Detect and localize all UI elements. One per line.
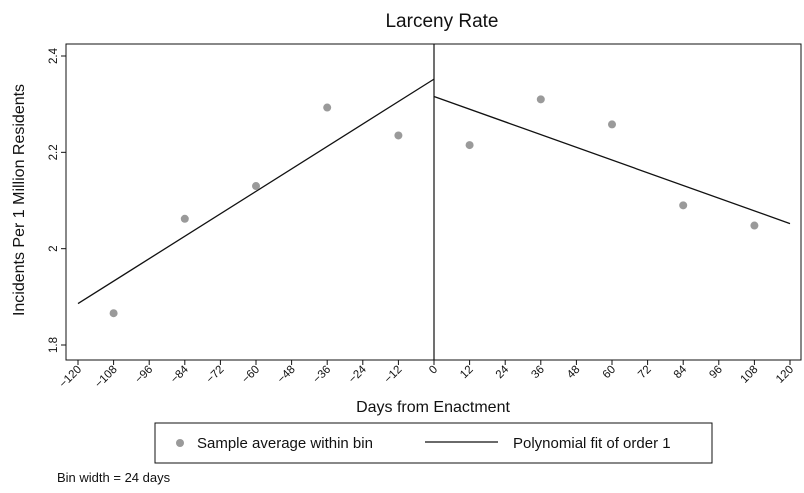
legend-marker-dot (176, 439, 184, 447)
data-point (252, 182, 260, 191)
x-tick-label: 12 (458, 364, 476, 382)
x-tick-label: 120 (774, 364, 796, 386)
scatter-points (109, 95, 759, 318)
x-tick-label: −120 (57, 364, 84, 391)
x-tick-label: −24 (347, 363, 370, 386)
data-point (536, 95, 545, 104)
fit-lines (77, 78, 791, 305)
x-tick-label: 0 (427, 364, 440, 377)
x-tick-label: −48 (275, 364, 297, 386)
legend-box (154, 422, 713, 464)
x-axis-label: Days from Enactment (356, 399, 510, 416)
y-axis-label: Incidents Per 1 Million Residents (11, 84, 28, 316)
y-tick-label: 2 (48, 245, 60, 251)
x-tick-label: 108 (738, 364, 760, 386)
data-point (679, 201, 688, 210)
legend-label-fit: Polynomial fit of order 1 (513, 435, 671, 452)
fit-line-pre (77, 78, 435, 305)
data-point (608, 120, 616, 129)
data-point (109, 309, 118, 318)
x-tick-label: −60 (240, 364, 262, 386)
x-tick-label: 72 (636, 364, 654, 382)
x-tick-label: −36 (311, 364, 333, 386)
x-tick-label: 60 (601, 364, 619, 382)
data-point (323, 103, 332, 112)
legend: Sample average within bin Polynomial fit… (154, 422, 713, 464)
x-tick-label: 84 (672, 363, 690, 381)
x-tick-label: 48 (565, 364, 583, 382)
x-tick-label: −84 (169, 363, 192, 386)
x-tick-label: −12 (382, 364, 404, 386)
y-tick-label: 2.2 (48, 144, 60, 160)
x-axis: −120 −108 −96 −84 −72 −60 −48 −36 −24 −12 0 12 24 36 4… (57, 360, 796, 390)
data-point (750, 221, 759, 230)
y-tick-label: 1.8 (48, 337, 60, 353)
bin-width-note: Bin width = 24 days (57, 470, 171, 485)
chart-title: Larceny Rate (385, 11, 498, 32)
x-tick-label: −72 (204, 364, 226, 386)
x-tick-label: 24 (494, 363, 512, 381)
data-point (465, 141, 474, 150)
y-axis: 1.8 2 2.2 2.4 (48, 47, 66, 353)
x-tick-label: −108 (93, 364, 120, 391)
data-point (180, 214, 189, 223)
y-tick-label: 2.4 (48, 47, 60, 64)
fit-line-post (433, 95, 791, 225)
x-tick-label: 36 (529, 364, 547, 382)
x-tick-label: −96 (133, 364, 155, 386)
legend-label-scatter: Sample average within bin (197, 435, 373, 452)
data-point (394, 131, 403, 140)
x-tick-label: 96 (707, 364, 725, 382)
